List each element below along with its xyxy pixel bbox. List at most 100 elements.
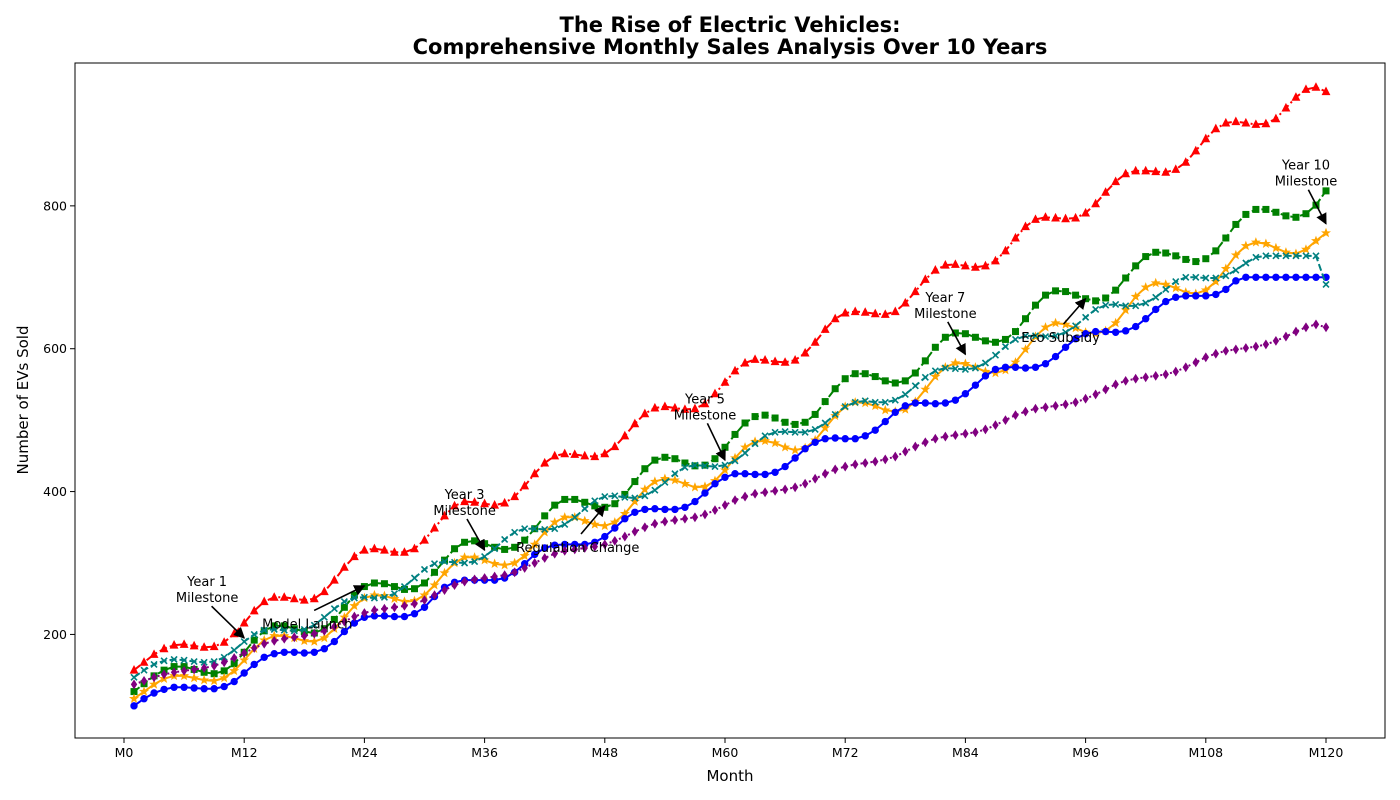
data-point	[1170, 282, 1181, 293]
data-point	[650, 402, 660, 412]
data-point	[531, 525, 539, 533]
data-point	[700, 398, 710, 408]
annotation-arrow	[313, 585, 366, 612]
data-point	[992, 420, 999, 431]
data-point	[1112, 379, 1119, 390]
data-point	[981, 337, 989, 345]
data-point	[1001, 335, 1009, 343]
data-point	[1092, 305, 1100, 313]
data-point	[1011, 363, 1020, 371]
data-point	[271, 635, 278, 646]
data-point	[1092, 389, 1099, 400]
data-point	[491, 571, 498, 582]
data-point	[1022, 406, 1029, 417]
data-point	[911, 399, 920, 407]
data-point	[861, 397, 869, 405]
data-point	[501, 535, 509, 543]
data-point	[942, 431, 949, 442]
series-markers	[130, 252, 1330, 681]
data-point	[220, 653, 228, 661]
data-point	[1042, 402, 1049, 413]
data-point	[1011, 232, 1020, 242]
data-point	[801, 418, 809, 426]
data-point	[361, 608, 368, 618]
data-point	[961, 365, 969, 373]
data-point	[140, 675, 148, 686]
data-point	[841, 375, 849, 383]
data-point	[701, 489, 709, 497]
x-tick-label: M96	[1072, 745, 1099, 760]
data-point	[1302, 252, 1310, 260]
data-point	[930, 371, 941, 381]
data-point	[540, 457, 550, 467]
data-point	[1040, 322, 1051, 332]
data-point	[160, 657, 168, 665]
data-point	[410, 585, 418, 593]
data-point	[129, 665, 139, 674]
data-point	[931, 343, 939, 351]
data-point	[1110, 317, 1121, 328]
data-point	[711, 505, 719, 516]
data-point	[581, 543, 588, 553]
data-point	[902, 446, 909, 457]
data-point	[309, 636, 320, 646]
annotation-label: Year 7	[924, 291, 965, 306]
data-point	[390, 612, 399, 621]
data-point	[530, 550, 539, 559]
data-point	[410, 610, 419, 618]
data-point	[311, 628, 318, 639]
data-point	[281, 633, 288, 644]
data-point	[1282, 252, 1290, 260]
data-point	[661, 505, 669, 514]
data-point	[289, 593, 299, 603]
data-point	[691, 497, 699, 506]
data-point	[450, 500, 459, 510]
data-point	[821, 419, 829, 427]
data-point	[679, 478, 690, 488]
series-1	[129, 82, 1331, 674]
data-point	[1262, 252, 1270, 260]
data-point	[1232, 266, 1240, 274]
data-point	[299, 595, 309, 604]
data-point	[1032, 403, 1039, 414]
data-point	[921, 357, 929, 365]
data-point	[1082, 313, 1090, 321]
data-point	[1132, 373, 1139, 384]
data-point	[421, 595, 428, 606]
data-point	[459, 552, 470, 562]
data-point	[509, 557, 520, 568]
data-point	[1002, 415, 1009, 426]
data-point	[1312, 252, 1320, 260]
data-point	[911, 369, 919, 377]
series-layer	[129, 82, 1331, 710]
data-point	[411, 598, 418, 609]
data-point	[1192, 273, 1200, 281]
data-point	[1230, 249, 1241, 260]
data-point	[280, 626, 288, 634]
data-point	[150, 689, 158, 697]
chart-title-line-1: The Rise of Electric Vehicles:	[560, 13, 901, 37]
annotation-label: Milestone	[674, 408, 737, 423]
data-point	[380, 580, 388, 588]
data-point	[1252, 273, 1260, 281]
data-point	[1031, 332, 1040, 340]
data-point	[680, 404, 690, 413]
data-point	[149, 649, 159, 658]
data-point	[359, 545, 369, 554]
data-point	[840, 307, 850, 317]
data-point	[150, 660, 158, 668]
data-point	[741, 419, 749, 427]
data-point	[601, 539, 608, 550]
data-point	[370, 594, 378, 602]
data-point	[1122, 375, 1129, 386]
data-point	[470, 497, 480, 506]
data-point	[200, 658, 208, 666]
data-point	[1182, 255, 1190, 263]
data-point	[1151, 166, 1161, 176]
data-point	[1121, 327, 1130, 335]
data-point	[210, 660, 218, 671]
data-point	[1212, 274, 1220, 282]
data-point	[1130, 291, 1141, 301]
